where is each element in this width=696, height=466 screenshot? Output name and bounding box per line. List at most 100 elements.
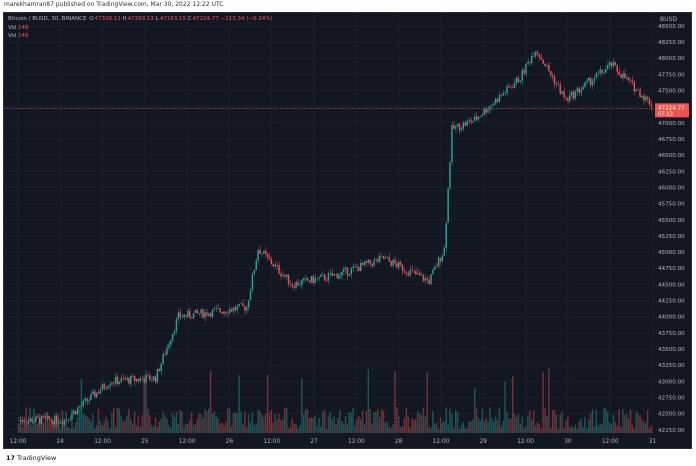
tradingview-logo[interactable]: 17 TradingView — [6, 454, 56, 462]
price-tick-label: 48250.00 — [658, 40, 685, 46]
symbol-label[interactable]: Bitcoin / BUSD, 30, BINANCE — [8, 16, 87, 22]
candle-body — [116, 376, 119, 385]
volume-bar — [132, 423, 134, 433]
candle-body — [607, 65, 609, 69]
volume-bar — [576, 428, 579, 433]
volume-bar — [346, 423, 349, 433]
candle-body — [415, 270, 417, 275]
volume-bar — [466, 428, 468, 433]
volume-bar — [597, 425, 599, 433]
volume-bar — [274, 413, 276, 433]
candle-body — [69, 418, 71, 420]
volume-bar — [284, 408, 286, 433]
price-tick-label: 45250.00 — [658, 234, 685, 240]
volume-bar — [208, 408, 210, 433]
candle-body — [189, 311, 191, 318]
volume-bar — [489, 407, 491, 433]
candle-body — [73, 410, 75, 415]
volume-bar — [339, 409, 341, 433]
legend-row-ohlc: Bitcoin / BUSD, 30, BINANCE O47338.11 H4… — [8, 15, 273, 24]
volume-bar — [565, 420, 567, 433]
volume-bar — [173, 416, 176, 433]
volume-bar — [491, 418, 493, 433]
volume-bar — [430, 427, 432, 433]
candle-body — [71, 414, 73, 419]
volume-bar — [31, 425, 33, 433]
candle-body — [215, 308, 218, 309]
candle-body — [280, 273, 282, 277]
volume-bar — [589, 414, 592, 433]
candle-body — [616, 65, 618, 72]
volume-bar — [498, 407, 501, 433]
candle-body — [502, 93, 504, 96]
volume-bar — [517, 414, 520, 433]
price-tick-label: 46250.00 — [658, 169, 685, 175]
volume-bar — [249, 422, 252, 433]
volume-bar — [481, 409, 484, 433]
volume-bar — [219, 423, 221, 433]
candle-body — [323, 274, 326, 280]
volume-bar — [422, 407, 425, 433]
candle-body — [230, 309, 233, 312]
candle-body — [417, 272, 419, 275]
candle-body — [418, 272, 421, 276]
volume-bar — [363, 424, 366, 433]
candle-body — [23, 422, 26, 423]
volume-bar — [616, 425, 618, 433]
candle-body — [194, 309, 197, 314]
high-label: H — [122, 16, 127, 22]
volume-bar — [529, 410, 531, 433]
candle-body — [295, 281, 297, 289]
candle-body — [130, 375, 132, 384]
candle-body — [624, 73, 626, 79]
volume-bar — [107, 420, 109, 433]
time-tick-label: 27 — [310, 439, 318, 445]
candle-body — [493, 103, 495, 106]
candle-body — [287, 274, 290, 284]
chart-frame[interactable]: 48500.00 48250.00 48000.00 47750.00 47500.00… — [3, 12, 692, 449]
volume-bar — [291, 418, 294, 433]
candle-body — [270, 259, 273, 265]
candle-body — [430, 274, 432, 284]
candle-body — [113, 383, 115, 384]
volume-bar — [536, 422, 539, 433]
volume-bar — [599, 423, 601, 433]
volume-bar — [75, 422, 77, 433]
volume-bar — [570, 425, 573, 433]
volume-bar — [548, 368, 550, 433]
legend-row-vol: Vol 149 — [8, 24, 273, 33]
candle-body — [388, 257, 390, 262]
candle-body — [75, 410, 77, 415]
price-tick-label: 42250.00 — [658, 428, 685, 434]
time-tick-label: 26 — [226, 439, 234, 445]
volume-bar — [35, 415, 37, 433]
candle-body — [557, 83, 560, 85]
candle-body — [360, 262, 362, 272]
price-tick-label: 42500.00 — [658, 412, 685, 418]
candle-body — [361, 262, 364, 266]
volume-bar — [37, 424, 39, 433]
candle-body — [285, 274, 288, 277]
volume-bar — [145, 370, 147, 433]
volume-bar — [348, 412, 351, 433]
candlestick-chart[interactable]: 48500.00 48250.00 48000.00 47750.00 47500.00… — [4, 13, 691, 448]
close-label: C — [187, 16, 192, 22]
volume-bar — [474, 388, 476, 433]
candle-body — [325, 279, 328, 281]
candle-body — [86, 398, 88, 402]
volume-bar — [386, 421, 389, 433]
publish-bar: marekhamran87 published on TradingView.c… — [0, 0, 696, 12]
candle-body — [82, 400, 85, 406]
candle-body — [398, 262, 400, 268]
candle-body — [342, 268, 345, 272]
volume-bar — [384, 423, 387, 433]
volume-bar — [318, 418, 320, 433]
candle-body — [151, 380, 153, 381]
volume-bar — [227, 408, 229, 433]
candle-body — [479, 116, 482, 117]
volume-bar — [557, 428, 560, 433]
volume-bar — [78, 409, 81, 433]
volume-bar — [236, 413, 238, 433]
candle-body — [56, 415, 58, 424]
candle-body — [183, 315, 185, 318]
